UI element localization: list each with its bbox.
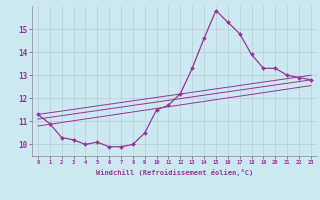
X-axis label: Windchill (Refroidissement éolien,°C): Windchill (Refroidissement éolien,°C)	[96, 169, 253, 176]
